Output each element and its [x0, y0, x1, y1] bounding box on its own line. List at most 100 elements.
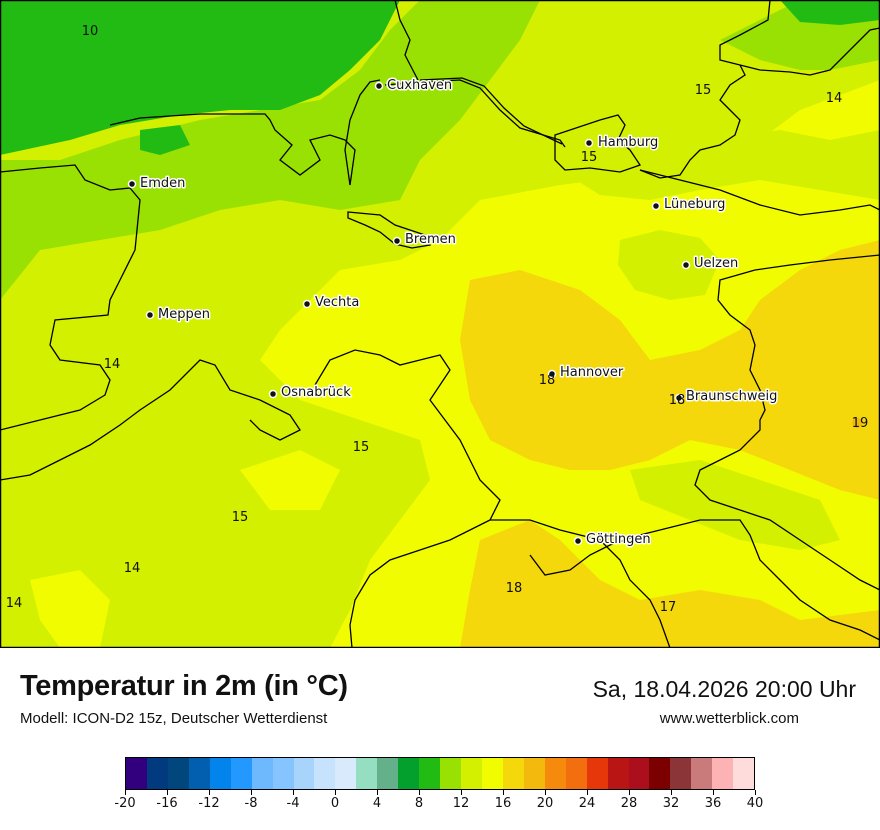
- city-label: Lüneburg: [664, 197, 725, 212]
- city-dot-icon: [392, 236, 402, 246]
- colorbar-tick: [586, 790, 588, 795]
- city-dot-icon: [374, 81, 384, 91]
- colorbar-bin: [167, 758, 189, 789]
- city-emden[interactable]: Emden: [127, 175, 187, 193]
- city-osnabrueck[interactable]: Osnabrück: [268, 384, 353, 402]
- colorbar-tick-label: 24: [578, 796, 596, 811]
- colorbar-ticks: -20 -16 -12 -8 -4 0 4 8 12 16 20 24 28 32 36 40: [114, 790, 763, 820]
- field-10-patch: [140, 125, 190, 155]
- colorbar-bin: [670, 758, 692, 789]
- value-label: 15: [695, 83, 712, 98]
- colorbar-tick-label: -8: [244, 796, 258, 811]
- city-goettingen[interactable]: Göttingen: [573, 531, 652, 549]
- model-subtitle: Modell: ICON-D2 15z, Deutscher Wetterdie…: [20, 710, 328, 727]
- colorbar-tick: [670, 790, 672, 795]
- colorbar-bin: [712, 758, 734, 789]
- field-18-south: [460, 520, 880, 648]
- border-göttingen: [529, 529, 661, 576]
- value-label: 18: [669, 393, 686, 408]
- border-bremen: [347, 211, 431, 249]
- coastline-frisia: [109, 113, 356, 186]
- colorbar-tick: [502, 790, 504, 795]
- website-link[interactable]: www.wetterblick.com: [659, 710, 799, 727]
- colorbar-bin: [544, 758, 566, 789]
- colorbar-tick-label: 28: [620, 796, 638, 811]
- colorbar-bin: [440, 758, 461, 789]
- value-label: 15: [581, 150, 598, 165]
- colorbar-bin: [335, 758, 357, 789]
- city-bremen[interactable]: Bremen: [392, 231, 457, 249]
- colorbar-tick: [166, 790, 168, 795]
- field-14-harz: [630, 460, 840, 550]
- border-sh-south: [639, 64, 746, 179]
- colorbar-tick: [124, 790, 126, 795]
- colorbar-bin: [502, 758, 524, 789]
- valid-datetime: Sa, 18.04.2026 20:00 Uhr: [592, 676, 856, 702]
- city-braunschweig[interactable]: Braunschweig: [674, 388, 779, 406]
- field-12-coast: [0, 0, 540, 300]
- value-label: 19: [852, 416, 869, 431]
- field-14-uelzen: [618, 230, 720, 300]
- colorbar-tick: [376, 790, 378, 795]
- temperature-map[interactable]: Cuxhaven Hamburg Emden Lüneburg Bremen U…: [0, 0, 880, 648]
- value-label: 14: [6, 596, 23, 611]
- colorbar-tick-label: 12: [452, 796, 470, 811]
- colorbar-tick: [460, 790, 462, 795]
- field-16-sw: [30, 570, 110, 648]
- colorbar-bin: [314, 758, 336, 789]
- border-elbe-east: [639, 169, 880, 216]
- colorbar-bin: [126, 758, 147, 789]
- city-label: Bremen: [405, 232, 456, 247]
- colorbar-bin: [607, 758, 629, 789]
- city-dot-icon: [573, 536, 583, 546]
- colorbar-bin: [209, 758, 231, 789]
- field-18-centre: [460, 240, 880, 500]
- city-label: Emden: [140, 176, 185, 191]
- city-lueneburg[interactable]: Lüneburg: [651, 196, 727, 214]
- city-label: Göttingen: [586, 532, 651, 547]
- colorbar-tick: [292, 790, 294, 795]
- colorbar-bin: [398, 758, 420, 789]
- border-nrw: [0, 359, 301, 481]
- city-vechta[interactable]: Vechta: [302, 294, 361, 312]
- city-label: Osnabrück: [281, 385, 351, 400]
- city-dot-icon: [145, 310, 155, 320]
- border-east: [694, 254, 880, 591]
- colorbar-tick: [208, 790, 210, 795]
- colorbar-tick-label: -4: [286, 796, 300, 811]
- value-label: 18: [539, 373, 556, 388]
- field-10-sea: [0, 0, 400, 155]
- city-cuxhaven[interactable]: Cuxhaven: [374, 77, 454, 95]
- city-dot-icon: [302, 299, 312, 309]
- colorbar-bin: [628, 758, 650, 789]
- city-label: Uelzen: [694, 256, 738, 271]
- border-hesse: [490, 519, 671, 648]
- city-label: Hamburg: [598, 135, 658, 150]
- city-dot-icon: [547, 369, 557, 379]
- city-uelzen[interactable]: Uelzen: [681, 255, 740, 273]
- colorbar-bin: [733, 758, 755, 789]
- colorbar-bin: [461, 758, 482, 789]
- city-hamburg[interactable]: Hamburg: [584, 134, 660, 152]
- city-dot-icon: [268, 389, 278, 399]
- field-20-spot: [852, 418, 862, 428]
- coastline-cuxhaven: [384, 79, 566, 148]
- city-hannover[interactable]: Hannover: [547, 364, 625, 382]
- colorbar-tick-label: -16: [156, 796, 178, 811]
- border-osnabrueck: [314, 349, 501, 648]
- colorbar-bin: [356, 758, 378, 789]
- map-canvas: Cuxhaven Hamburg Emden Lüneburg Bremen U…: [0, 0, 880, 648]
- colorbar-tick-label: 40: [746, 796, 764, 811]
- border-thuringia: [659, 519, 880, 641]
- colorbar-bin: [293, 758, 315, 789]
- colorbar-bin: [481, 758, 503, 789]
- field-16-south: [240, 450, 340, 510]
- city-meppen[interactable]: Meppen: [145, 306, 211, 324]
- colorbar-tick: [628, 790, 630, 795]
- city-label: Meppen: [158, 307, 210, 322]
- colorbar-tick-label: 36: [704, 796, 722, 811]
- colorbar-bin: [377, 758, 399, 789]
- colorbar-tick-label: 0: [330, 796, 340, 811]
- colorbar-tick-label: -12: [198, 796, 220, 811]
- city-markers: Cuxhaven Hamburg Emden Lüneburg Bremen U…: [127, 77, 779, 549]
